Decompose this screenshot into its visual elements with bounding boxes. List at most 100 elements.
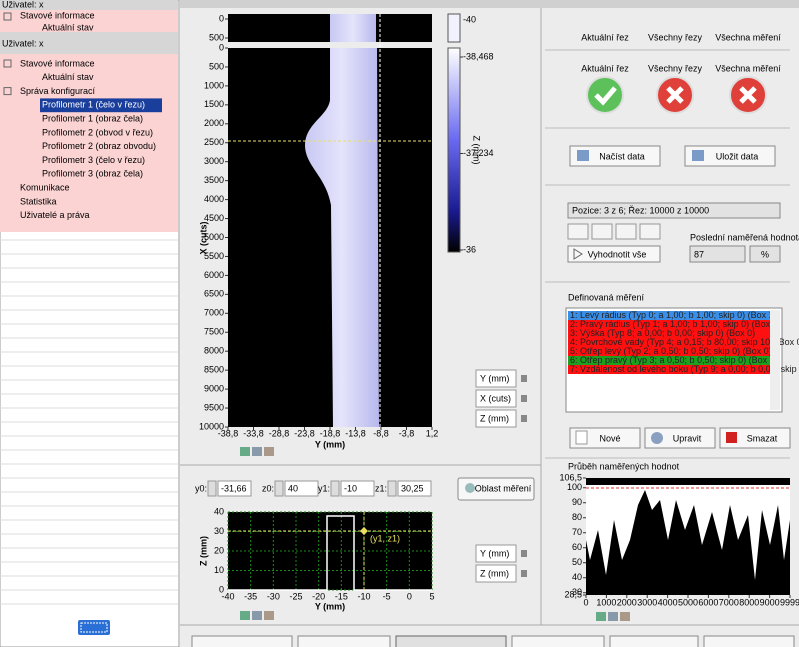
tree-item[interactable]: Profilometr 1 (čelo v řezu) xyxy=(42,100,145,110)
input-field[interactable] xyxy=(475,544,517,563)
x-tick-label: 9000 xyxy=(760,597,780,607)
list-row[interactable] xyxy=(568,356,770,365)
button-icon xyxy=(726,432,737,443)
list-row[interactable] xyxy=(568,347,770,356)
list-item[interactable]: 5: Otřep levý (Typ 2; a 0,50; b 0,50; sk… xyxy=(570,346,772,356)
y-tick-label: 9000 xyxy=(204,383,224,393)
x-tick-label: 0 xyxy=(407,591,412,601)
trend-signal xyxy=(586,485,790,580)
sidebar-grid xyxy=(0,239,178,605)
tree-item[interactable]: Profilometr 2 (obraz obvodu) xyxy=(42,141,156,151)
section-title: Definovaná měření xyxy=(568,292,645,302)
button-label[interactable]: Uložit data xyxy=(716,151,759,161)
button[interactable] xyxy=(567,245,661,263)
tree-item[interactable]: Profilometr 1 (obraz čela) xyxy=(42,113,143,123)
tree-item[interactable]: Aktuální stav xyxy=(42,22,94,32)
section-title: Průběh naměřených hodnot xyxy=(568,461,680,471)
plot-tools[interactable] xyxy=(240,447,274,456)
plot-tools[interactable] xyxy=(596,612,630,621)
x-tick-label: 3000 xyxy=(637,597,657,607)
task-button[interactable] xyxy=(395,635,507,647)
status-icon xyxy=(656,76,694,114)
input-field[interactable] xyxy=(475,564,517,583)
tree-item[interactable]: Komunikace xyxy=(20,182,70,192)
input-field[interactable] xyxy=(217,480,252,497)
button-label[interactable]: Nové xyxy=(599,433,620,443)
spinner[interactable] xyxy=(330,480,340,497)
position-box xyxy=(567,202,781,219)
list-item[interactable]: 3: Výška (Typ 8; a 0,00; b 0,00; skip 0)… xyxy=(570,328,755,338)
list-row[interactable] xyxy=(568,311,770,320)
input-label: Y (mm) xyxy=(480,373,509,383)
list-row[interactable] xyxy=(568,329,770,338)
y-tick-label: 40 xyxy=(214,506,224,516)
list-row[interactable] xyxy=(568,338,770,347)
tree-item[interactable]: Stavové informace xyxy=(20,58,95,68)
user-label: Uživatel: x xyxy=(2,38,44,48)
tree-item[interactable]: Profilometr 3 (čelo v řezu) xyxy=(42,155,145,165)
button[interactable] xyxy=(684,145,776,167)
task-button[interactable] xyxy=(191,635,293,647)
input-field[interactable] xyxy=(475,409,517,428)
colorbar-tick-label: -36 xyxy=(463,244,476,254)
nav-buttons[interactable] xyxy=(567,223,661,240)
y-tick-label: 6500 xyxy=(204,289,224,299)
button-label[interactable]: Vyhodnotit vše xyxy=(588,249,647,259)
task-button[interactable] xyxy=(703,635,795,647)
y-tick-label: 1500 xyxy=(204,99,224,109)
button-label[interactable]: Smazat xyxy=(747,433,778,443)
button-label[interactable]: Upravit xyxy=(673,433,702,443)
input-field[interactable] xyxy=(284,480,319,497)
spinner[interactable] xyxy=(207,480,217,497)
x-tick-label: -33,8 xyxy=(243,428,264,438)
spinner[interactable] xyxy=(387,480,397,497)
button[interactable] xyxy=(719,427,791,449)
list-item[interactable]: 4: Povrchové vady (Typ 4; a 0,15; b 80,0… xyxy=(570,337,799,347)
input-field[interactable] xyxy=(475,389,517,408)
button-label[interactable]: Načíst data xyxy=(599,151,645,161)
y-tick-label: 500 xyxy=(209,61,224,71)
task-button[interactable] xyxy=(511,635,605,647)
y-tick-label: 4500 xyxy=(204,213,224,223)
input-label: X (cuts) xyxy=(480,393,511,403)
list-item[interactable]: 7: Vzdálenost od levého boku (Typ 9; a 0… xyxy=(570,364,799,374)
task-button[interactable] xyxy=(297,635,391,647)
tree-item[interactable]: Statistika xyxy=(20,196,57,206)
button[interactable] xyxy=(457,477,535,501)
scale-icon xyxy=(521,395,527,402)
tree-item[interactable]: Stavové informace xyxy=(20,10,95,20)
y-tick-label: 0 xyxy=(219,584,224,594)
tree-item[interactable]: Profilometr 3 (obraz čela) xyxy=(42,169,143,179)
input-field[interactable] xyxy=(340,480,375,497)
tree-item[interactable]: Profilometr 2 (obvod v řezu) xyxy=(42,127,153,137)
button[interactable] xyxy=(644,427,716,449)
input-field[interactable] xyxy=(475,369,517,388)
expander xyxy=(3,59,12,68)
plot-tools[interactable] xyxy=(240,611,274,620)
user-header xyxy=(0,32,178,54)
list-item[interactable]: 2: Pravý rádius (Typ 1; a 1,00; b 1,00; … xyxy=(570,319,781,329)
list-item[interactable]: 1: Levý rádius (Typ 0; a 1,00; b 1,00; s… xyxy=(570,310,777,320)
profile-grid: 0 10 20 30 40 -40 -35 -30 -25 -20 -15 -10 -5 0 5 (y1, z… xyxy=(214,506,435,601)
list-row[interactable] xyxy=(568,365,770,374)
list-row[interactable] xyxy=(568,320,770,329)
scrollbar[interactable] xyxy=(770,310,780,410)
tree-item[interactable]: Správa konfigurací xyxy=(20,86,96,96)
list-item[interactable]: 6: Otřep pravý (Typ 3; a 0,50; b 0,50; s… xyxy=(570,355,778,365)
button-label[interactable]: Oblast měření xyxy=(475,483,532,493)
keyboard-icon[interactable] xyxy=(78,620,110,635)
input-field[interactable] xyxy=(397,480,432,497)
tree-item[interactable]: Uživatelé a práva xyxy=(20,210,90,220)
y-tick-label: 20 xyxy=(214,545,224,555)
spinner[interactable] xyxy=(274,480,284,497)
tree-item[interactable]: Aktuální stav xyxy=(42,72,94,82)
button[interactable] xyxy=(569,145,661,167)
x-tick-label: 5000 xyxy=(678,597,698,607)
y-tick-label: 50 xyxy=(572,557,582,567)
x-tick-label: -13,8 xyxy=(345,428,366,438)
button-icon xyxy=(577,150,589,161)
y-tick-label: 5500 xyxy=(204,251,224,261)
x-tick-label: -25 xyxy=(289,591,302,601)
task-button[interactable] xyxy=(609,635,699,647)
